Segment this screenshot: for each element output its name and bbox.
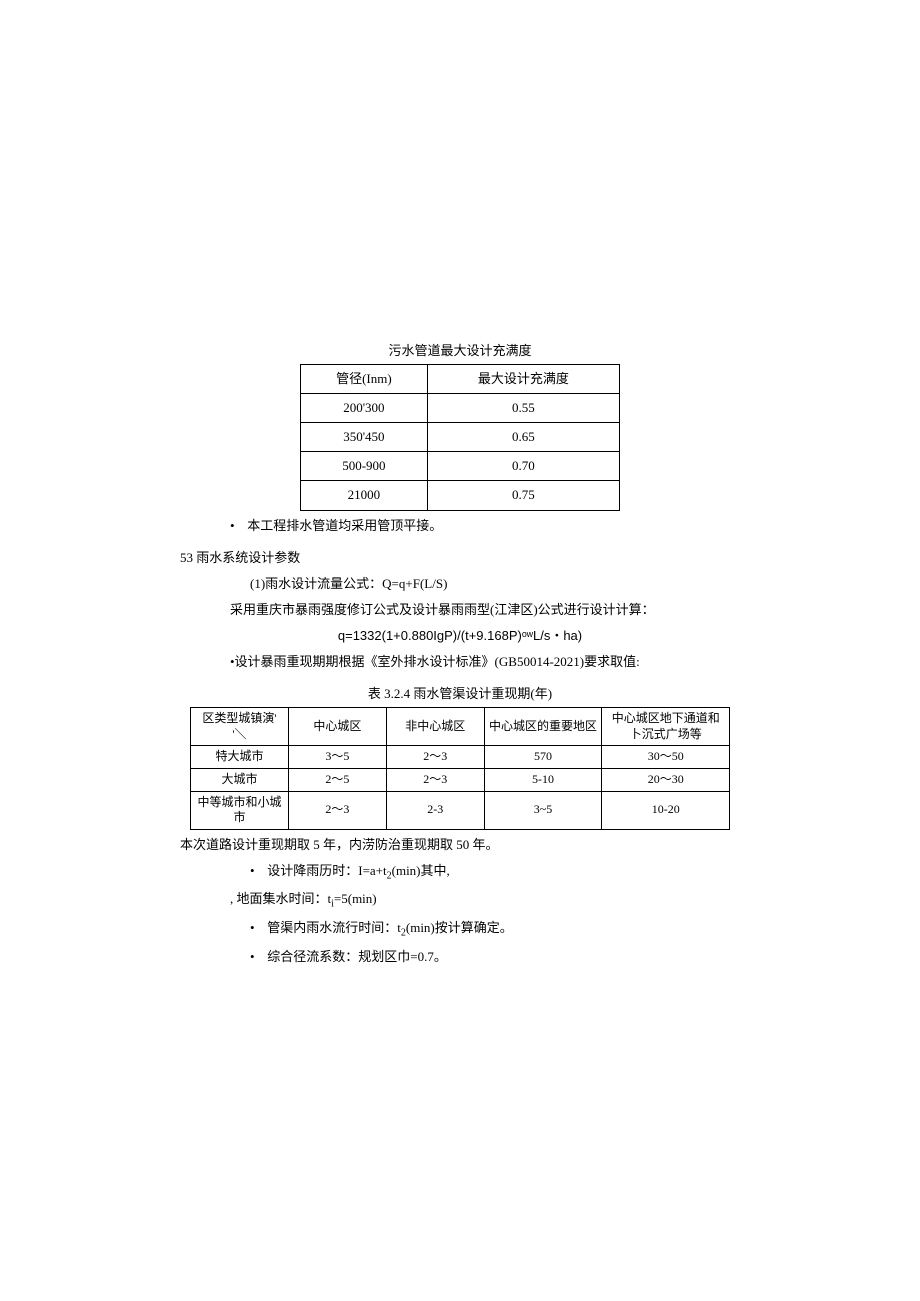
table-cell: 中等城市和小城市 (191, 791, 289, 829)
bullet-icon: • (250, 946, 264, 968)
table-cell: 0.65 (427, 423, 619, 452)
section-number: 53 (180, 550, 193, 565)
table-cell: 350'450 (301, 423, 428, 452)
table-row: 区类型城镇演' '＼ 中心城区 非中心城区 中心城区的重要地区 中心城区地下通道… (191, 708, 730, 746)
table-header: 区类型城镇演' '＼ (191, 708, 289, 746)
table-cell: 2～5 (288, 769, 386, 792)
table-cell: 0.55 (427, 394, 619, 423)
table-cell: 21000 (301, 481, 428, 510)
text: 设计降雨历时：I=a+t (267, 863, 386, 878)
item-label: (1) (250, 576, 265, 591)
list-item: , 地面集水时间：ti=5(min) (180, 888, 740, 913)
table-cell: 0.75 (427, 481, 619, 510)
text: 雨水设计流量公式：Q=q+F(L/S) (265, 576, 447, 591)
bullet-icon: • (250, 917, 264, 939)
table-cell: 3~5 (484, 791, 602, 829)
document-page: 污水管道最大设计充满度 管径(Inm) 最大设计充满度 200'300 0.55… (0, 0, 920, 1032)
table-row: 500-900 0.70 (301, 452, 620, 481)
table-cell: 10-20 (602, 791, 730, 829)
table-header: 中心城区 (288, 708, 386, 746)
table-cell: 5-10 (484, 769, 602, 792)
table-fill-ratio: 管径(Inm) 最大设计充满度 200'300 0.55 350'450 0.6… (300, 364, 620, 510)
table-cell: 20～30 (602, 769, 730, 792)
table1-caption: 污水管道最大设计充满度 (180, 340, 740, 362)
text: =5(min) (334, 891, 377, 906)
table-cell: 特大城市 (191, 746, 289, 769)
table-cell: 大城市 (191, 769, 289, 792)
table-cell: 3～5 (288, 746, 386, 769)
table-row: 21000 0.75 (301, 481, 620, 510)
table-cell: 2-3 (386, 791, 484, 829)
table-return-period: 区类型城镇演' '＼ 中心城区 非中心城区 中心城区的重要地区 中心城区地下通道… (190, 707, 730, 830)
paragraph: 采用重庆市暴雨强度修订公式及设计暴雨雨型(江津区)公式进行设计计算： (180, 599, 740, 621)
table-cell: 570 (484, 746, 602, 769)
table-cell: 200'300 (301, 394, 428, 423)
table2-caption: 表 3.2.4 雨水管渠设计重现期(年) (180, 683, 740, 705)
table-cell: 30～50 (602, 746, 730, 769)
text: , 地面集水时间：t (230, 891, 331, 906)
paragraph: •设计暴雨重现期期根据《室外排水设计标准》(GB50014-2021)要求取值: (180, 651, 740, 673)
bullet-icon: • (230, 515, 244, 537)
section-title: 雨水系统设计参数 (196, 550, 300, 565)
table-row: 200'300 0.55 (301, 394, 620, 423)
text: 综合径流系数：规划区巾=0.7。 (267, 949, 447, 964)
table-row: 管径(Inm) 最大设计充满度 (301, 365, 620, 394)
list-item: • 综合径流系数：规划区巾=0.7。 (180, 946, 740, 968)
table-cell: 2～3 (386, 769, 484, 792)
section-heading: 53 雨水系统设计参数 (180, 547, 740, 569)
table-row: 特大城市 3～5 2～3 570 30～50 (191, 746, 730, 769)
table-header: 中心城区地下通道和卜沉式广场等 (602, 708, 730, 746)
table-row: 中等城市和小城市 2～3 2-3 3~5 10-20 (191, 791, 730, 829)
table-row: 350'450 0.65 (301, 423, 620, 452)
table-cell: 500-900 (301, 452, 428, 481)
paragraph: (1)雨水设计流量公式：Q=q+F(L/S) (180, 573, 740, 595)
table-header: 最大设计充满度 (427, 365, 619, 394)
list-item: • 设计降雨历时：I=a+t2(min)其中, (180, 860, 740, 885)
table-header: 中心城区的重要地区 (484, 708, 602, 746)
table-header: 管径(Inm) (301, 365, 428, 394)
text: (min)按计算确定。 (406, 920, 513, 935)
table-cell: 0.70 (427, 452, 619, 481)
bullet-icon: • (250, 860, 264, 882)
paragraph: • 本工程排水管道均采用管顶平接。 (180, 515, 740, 537)
formula: q=1332(1+0.880IgP)/(t+9.168P)ᵒʷL/s・ha) (180, 625, 740, 647)
list-item: • 管渠内雨水流行时间：t2(min)按计算确定。 (180, 917, 740, 942)
table-cell: 2～3 (288, 791, 386, 829)
text: 本工程排水管道均采用管顶平接。 (247, 518, 442, 533)
text: (min)其中, (392, 863, 450, 878)
table-header: 非中心城区 (386, 708, 484, 746)
paragraph: 本次道路设计重现期取 5 年，内涝防治重现期取 50 年。 (180, 834, 740, 856)
text: 管渠内雨水流行时间：t (267, 920, 401, 935)
table-row: 大城市 2～5 2～3 5-10 20～30 (191, 769, 730, 792)
table-cell: 2～3 (386, 746, 484, 769)
